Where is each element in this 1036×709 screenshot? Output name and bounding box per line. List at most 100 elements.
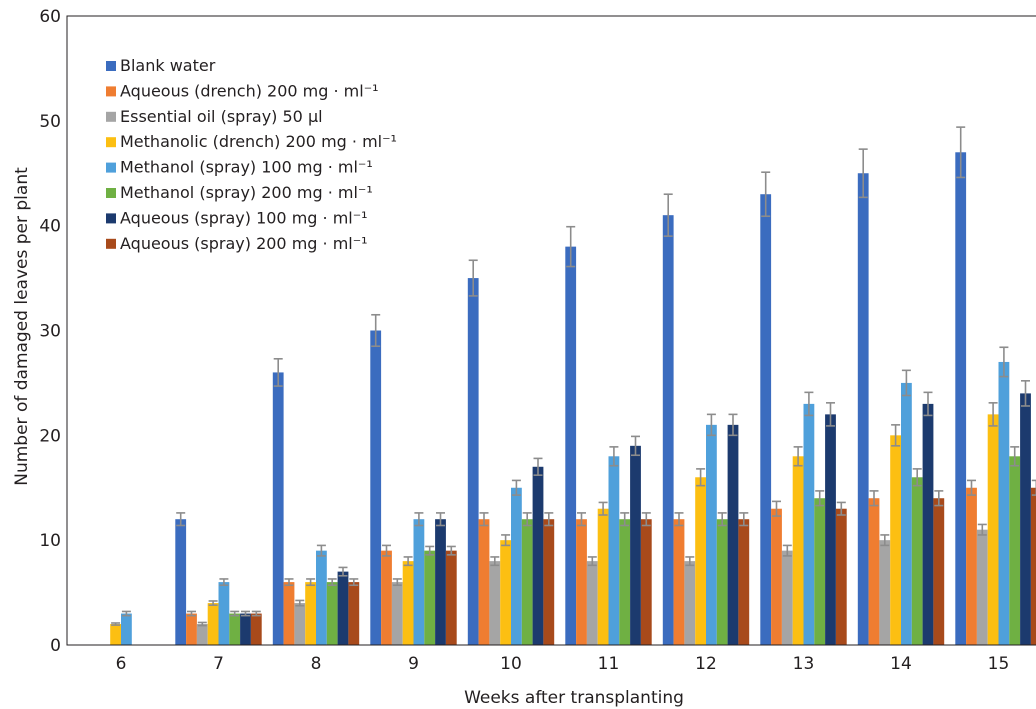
bar-s3-w7: [207, 603, 219, 645]
error-bars-layer: [111, 126, 1036, 627]
bar-s3-w9: [402, 561, 414, 645]
error-bar-s0-w12: [663, 193, 673, 237]
x-axis-ticks: 6 7 8 9 10 11 12 13 14 15: [116, 654, 1010, 674]
x-tick-label-11: 11: [598, 654, 620, 674]
bar-s3-w6: [110, 624, 121, 645]
legend-swatch-1: [106, 86, 116, 97]
error-bar-s0-w8: [273, 358, 283, 387]
error-bar-s2-w12: [685, 556, 695, 567]
error-bar-s7-w7: [251, 610, 261, 617]
bar-s6-w13: [825, 414, 836, 645]
x-tick-label-13: 13: [793, 654, 815, 674]
bar-s4-w8: [316, 550, 327, 645]
bar-s1-w7: [186, 613, 197, 645]
error-bar-s7-w13: [836, 501, 846, 516]
error-bar-s6-w13: [826, 402, 835, 427]
bar-s7-w10: [543, 519, 555, 645]
bar-s6-w15: [1020, 393, 1031, 645]
error-bar-s7-w11: [641, 512, 651, 527]
error-bar-s2-w14: [880, 534, 890, 547]
error-bar-s6-w15: [1021, 380, 1030, 407]
error-bar-s1-w9: [382, 544, 391, 557]
error-bar-s0-w11: [566, 225, 576, 268]
error-bar-s3-w7: [208, 600, 218, 606]
legend: Blank water Aqueous (drench) 200 mg · ml⁻…: [106, 56, 397, 253]
bar-s0-w8: [272, 372, 284, 645]
error-bar-s0-w9: [371, 313, 381, 348]
bar-s1-w9: [381, 550, 392, 645]
bar-s0-w13: [760, 194, 772, 645]
bar-s3-w8: [305, 582, 316, 645]
error-bar-s4-w10: [511, 479, 521, 496]
bar-s5-w15: [1009, 456, 1021, 645]
error-bar-s1-w8: [284, 578, 294, 587]
error-bar-s7-w14: [934, 490, 944, 507]
bar-s6-w14: [922, 403, 934, 645]
bar-s5-w10: [521, 519, 533, 645]
bar-s7-w11: [640, 519, 652, 645]
error-bar-s2-w13: [782, 544, 792, 557]
x-axis-label: Weeks after transplanting: [464, 688, 684, 708]
bar-s4-w10: [511, 487, 522, 645]
bar-s4-w6: [121, 613, 132, 645]
error-bar-s7-w8: [349, 578, 359, 587]
bar-s0-w12: [662, 215, 674, 645]
bar-s6-w11: [630, 445, 641, 645]
error-bar-s2-w10: [490, 556, 500, 567]
bar-s2-w14: [879, 540, 891, 645]
legend-label-3: Methanolic (drench) 200 mg · ml⁻¹: [120, 132, 397, 151]
legend-label-6: Aqueous (spray) 100 mg · ml⁻¹: [120, 208, 368, 227]
error-bar-s3-w6: [111, 622, 121, 626]
x-tick-label-9: 9: [408, 654, 419, 674]
error-bar-s3-w8: [306, 578, 316, 587]
x-tick-label-7: 7: [213, 654, 224, 674]
error-bar-s6-w9: [436, 512, 445, 527]
legend-label-2: Essential oil (spray) 50 µl: [120, 107, 323, 126]
bar-s0-w15: [955, 152, 967, 645]
bar-s6-w12: [727, 424, 739, 645]
error-bar-s2-w15: [977, 523, 987, 536]
bar-s6-w8: [337, 571, 349, 645]
error-bar-s1-w12: [674, 512, 684, 527]
bar-s3-w15: [987, 414, 999, 645]
y-tick-label-5: 50: [39, 112, 61, 132]
bar-s0-w11: [565, 246, 577, 645]
bar-s1-w15: [966, 487, 977, 645]
error-bar-s1-w11: [577, 512, 586, 527]
y-axis-ticks: 0 10 20 30 40 50 60: [39, 7, 61, 656]
bar-s5-w11: [619, 519, 631, 645]
legend-label-1: Aqueous (drench) 200 mg · ml⁻¹: [120, 81, 379, 100]
error-bar-s6-w7: [241, 610, 250, 617]
error-bar-s5-w7: [230, 610, 240, 617]
error-bar-s7-w15: [1031, 479, 1036, 496]
error-bar-s6-w12: [728, 413, 738, 437]
legend-swatch-3: [106, 137, 116, 148]
plot-frame: [66, 15, 1036, 646]
error-bar-s5-w11: [620, 512, 630, 527]
legend-swatch-6: [106, 213, 116, 224]
bar-s6-w9: [435, 519, 446, 645]
error-bar-s0-w13: [761, 171, 771, 218]
error-bar-s1-w7: [187, 610, 196, 617]
legend-swatch-0: [106, 61, 116, 71]
bar-s2-w13: [781, 550, 793, 645]
bar-s7-w13: [835, 508, 847, 645]
x-tick-label-6: 6: [116, 654, 127, 674]
x-tick-label-8: 8: [311, 654, 322, 674]
error-bar-s3-w13: [793, 446, 803, 467]
error-bar-s1-w10: [479, 512, 489, 527]
error-bar-s7-w9: [446, 545, 456, 556]
error-bar-s4-w15: [999, 346, 1009, 378]
bar-s2-w12: [684, 561, 696, 645]
error-bar-s4-w13: [804, 391, 814, 417]
bar-s2-w11: [586, 561, 598, 645]
bar-s4-w7: [218, 582, 230, 645]
legend-swatch-7: [106, 238, 116, 249]
bar-s4-w9: [413, 519, 425, 645]
y-tick-label-3: 30: [39, 322, 61, 342]
bar-s5-w9: [424, 550, 436, 645]
bar-s3-w11: [597, 508, 609, 645]
bar-s1-w11: [576, 519, 587, 645]
bar-s1-w14: [868, 498, 880, 645]
bar-s0-w10: [467, 278, 479, 645]
